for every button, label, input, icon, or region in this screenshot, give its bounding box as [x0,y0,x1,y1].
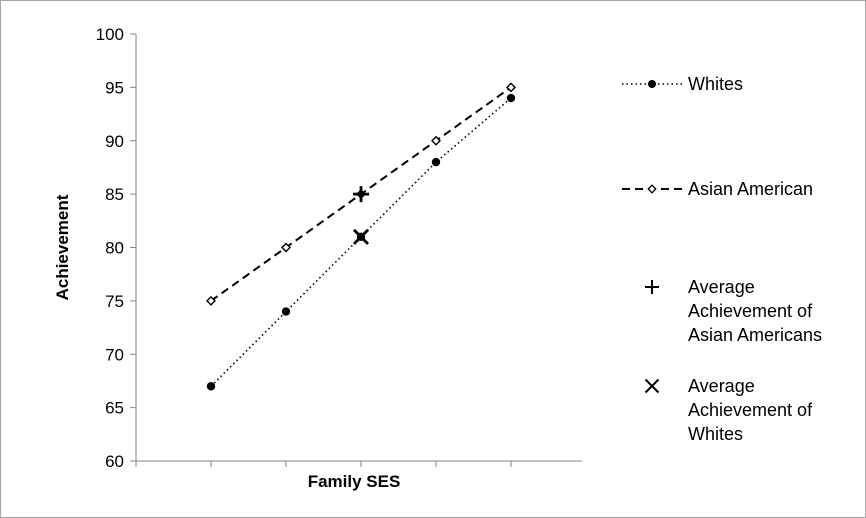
y-tick-label: 80 [105,239,124,258]
y-tick-label: 90 [105,132,124,151]
y-tick-label: 100 [96,25,124,44]
legend-label: Average [688,376,755,396]
legend-item: Whites [622,74,743,94]
y-ticks: 60 65 70 75 80 85 90 95 100 [96,25,136,471]
legend-label: Achievement of [688,400,813,420]
y-tick-label: 75 [105,292,124,311]
y-tick-label: 65 [105,399,124,418]
legend-label: Achievement of [688,301,813,321]
avg-asian-american-marker [353,186,369,203]
legend-label: Whites [688,74,743,94]
legend-label: Whites [688,424,743,444]
legend-label: Asian American [688,179,813,199]
legend-marker-circle [648,80,656,88]
avg-whites-marker [353,228,369,245]
legend-item: Asian American [622,179,813,199]
x-ticks [135,461,512,467]
legend-label: Average [688,277,755,297]
data-point-whites [431,157,441,167]
cross-stroke [353,228,369,245]
y-axis-title: Achievement [53,194,72,300]
y-tick-label: 70 [105,345,124,364]
y-tick-label: 60 [105,452,124,471]
legend-marker-diamond [647,184,657,194]
data-point-asian-american [506,82,516,93]
legend-item: Average Achievement of Whites [644,376,813,444]
legend-label: Asian Americans [688,325,822,345]
legend-plus-icon [645,280,659,294]
data-point-whites [281,307,291,316]
cross-stroke [644,378,660,394]
data-point-asian-american [206,295,216,306]
data-point-asian-american [281,242,291,253]
legend-cross-icon [644,378,660,394]
point-markers [353,186,369,245]
data-point-whites [506,93,516,103]
data-point-whites [206,382,216,391]
y-tick-label: 85 [105,185,124,204]
y-tick-label: 95 [105,78,124,97]
legend: Whites Asian American Average Achievement o… [622,74,822,444]
legend-item: Average Achievement of Asian Americans [645,277,822,345]
series-line-whites [210,97,512,387]
x-axis-title: Family SES [308,472,401,491]
data-point-asian-american [431,135,441,146]
